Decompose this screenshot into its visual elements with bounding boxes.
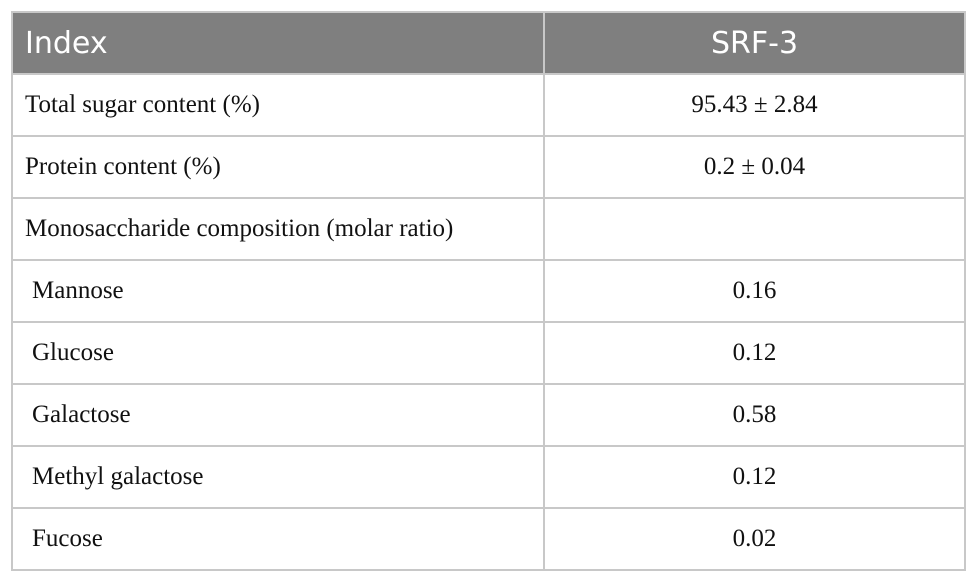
table-cell: 0.2 ± 0.04 — [543, 135, 966, 199]
header-row: Index SRF-3 — [11, 11, 966, 75]
table-cell — [543, 197, 966, 261]
table-cell: Mannose — [11, 259, 545, 323]
table-row: Total sugar content (%) 95.43 ± 2.84 — [11, 73, 966, 137]
table-row: Glucose 0.12 — [11, 321, 966, 385]
table-cell: 0.58 — [543, 383, 966, 447]
table-cell: 0.16 — [543, 259, 966, 323]
header-cell: Index — [11, 11, 545, 75]
table-cell: 0.02 — [543, 507, 966, 571]
table-row: Mannose 0.16 — [11, 259, 966, 323]
table-cell: Glucose — [11, 321, 545, 385]
table-row: Fucose 0.02 — [11, 507, 966, 571]
table-cell: Total sugar content (%) — [11, 73, 545, 137]
table-row: Protein content (%) 0.2 ± 0.04 — [11, 135, 966, 199]
header-cell: SRF-3 — [543, 11, 966, 75]
table-cell: 95.43 ± 2.84 — [543, 73, 966, 137]
table-body: Total sugar content (%) 95.43 ± 2.84 Prote… — [11, 73, 966, 571]
table-cell: 0.12 — [543, 445, 966, 509]
table-cell: Monosaccharide composition (molar ratio) — [11, 197, 545, 261]
table-cell: Galactose — [11, 383, 545, 447]
table-row: Methyl galactose 0.12 — [11, 445, 966, 509]
table-row: Monosaccharide composition (molar ratio) — [11, 197, 966, 261]
table-cell: Fucose — [11, 507, 545, 571]
data-table: Index SRF-3 Total sugar content (%) 95.43… — [11, 11, 966, 571]
table-cell: Methyl galactose — [11, 445, 545, 509]
table-cell: 0.12 — [543, 321, 966, 385]
table-row: Galactose 0.58 — [11, 383, 966, 447]
table-cell: Protein content (%) — [11, 135, 545, 199]
